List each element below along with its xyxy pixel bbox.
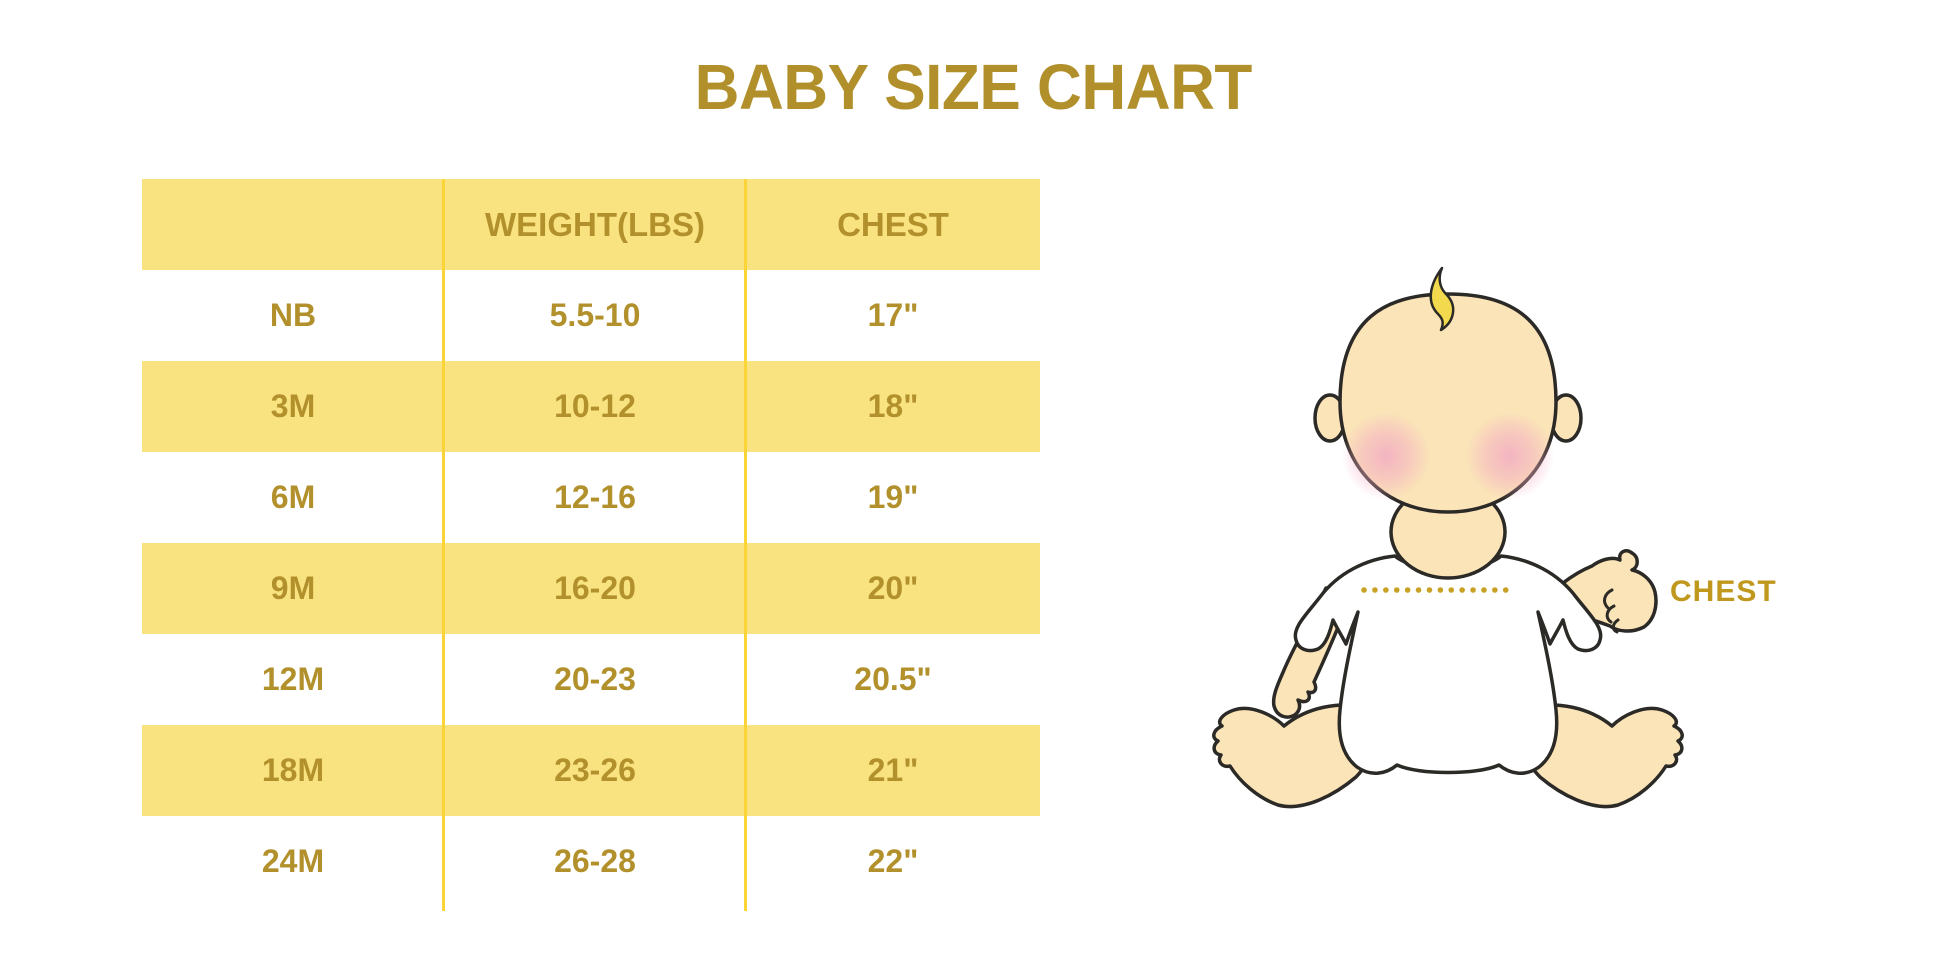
size-cell: 24M <box>142 816 444 907</box>
weight-cell: 12-16 <box>444 452 746 543</box>
baby-hair-curl-icon <box>1429 266 1455 332</box>
baby-illustration <box>1212 266 1684 809</box>
size-cell: 3M <box>142 361 444 452</box>
size-cell: 9M <box>142 543 444 634</box>
chest-cell: 18" <box>746 361 1040 452</box>
fist-knuckle-lines <box>1603 588 1620 634</box>
weight-cell: 20-23 <box>444 634 746 725</box>
table-divider-line <box>744 179 747 911</box>
chest-cell: 22" <box>746 816 1040 907</box>
baby-blush-right <box>1466 412 1554 500</box>
page-title: BABY SIZE CHART <box>694 51 1252 123</box>
size-cell: 12M <box>142 634 444 725</box>
chest-label: CHEST <box>1670 575 1777 608</box>
weight-cell: 10-12 <box>444 361 746 452</box>
weight-cell: 26-28 <box>444 816 746 907</box>
weight-cell: 5.5-10 <box>444 270 746 361</box>
table-divider-line <box>442 179 445 911</box>
size-cell: 18M <box>142 725 444 816</box>
chest-cell: 20" <box>746 543 1040 634</box>
chest-cell: 21" <box>746 725 1040 816</box>
chest-cell: 19" <box>746 452 1040 543</box>
size-cell: NB <box>142 270 444 361</box>
baby-leg-left <box>1212 703 1378 809</box>
weight-cell: 16-20 <box>444 543 746 634</box>
size-table: WEIGHT(LBS) CHEST NB 5.5-10 17" 3M 10-12… <box>142 179 1040 911</box>
baby-onesie <box>1293 554 1603 775</box>
chest-cell: 20.5" <box>746 634 1040 725</box>
chest-cell: 17" <box>746 270 1040 361</box>
weight-cell: 23-26 <box>444 725 746 816</box>
baby-blush-left <box>1342 412 1430 500</box>
header-cell-size <box>142 179 444 270</box>
header-cell-weight: WEIGHT(LBS) <box>444 179 746 270</box>
size-cell: 6M <box>142 452 444 543</box>
header-cell-chest: CHEST <box>746 179 1040 270</box>
